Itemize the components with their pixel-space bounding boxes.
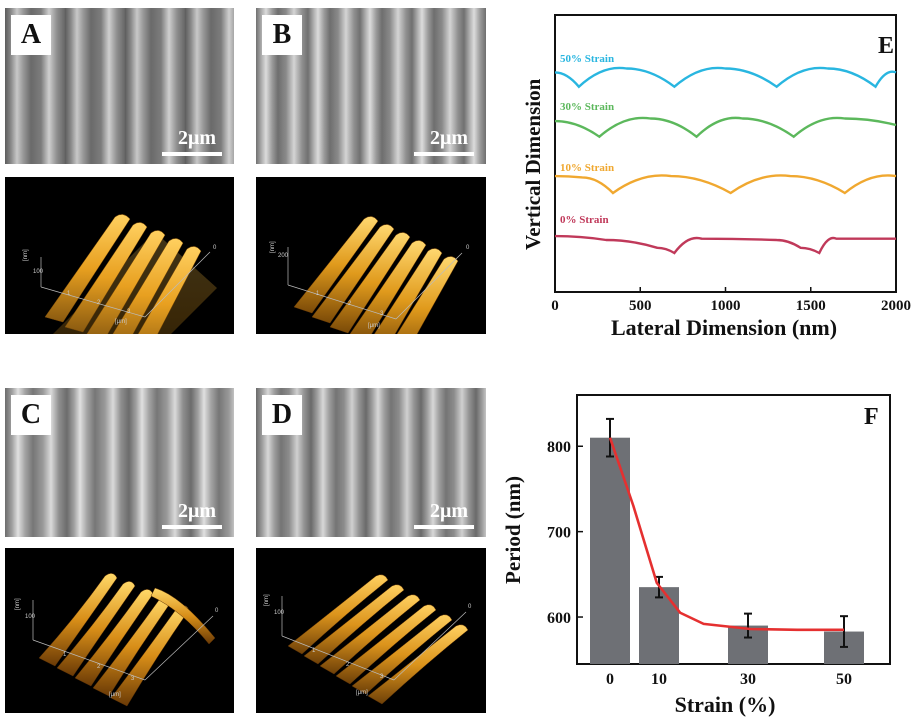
chart-e-series-label: 0% Strain (560, 214, 609, 226)
scale-bar-a (162, 152, 222, 156)
chart-f-xlabel: Strain (%) (675, 692, 776, 717)
scale-label-b: 2μm (430, 127, 468, 149)
afm-tick-b-3: 3 (380, 311, 384, 317)
afm-tick-d-1: 1 (312, 648, 316, 654)
afm-tick-a-2: 2 (97, 300, 101, 306)
chart-f-fit-curve (608, 437, 844, 632)
chart-f-ytick-label: 700 (547, 525, 571, 542)
afm-tick-a-3: 3 (127, 309, 131, 315)
afm-tick-a-1: 1 (67, 291, 71, 297)
chart-e-series-label: 50% Strain (560, 53, 614, 65)
chart-e-series-label: 30% Strain (560, 101, 614, 113)
chart-f-bar (590, 437, 630, 664)
afm-zero-c: 0 (215, 608, 219, 614)
afm-z-tick-b: 200 (278, 253, 289, 259)
afm-z-unit-d: [nm] (264, 594, 270, 606)
scale-label-a: 2μm (178, 127, 216, 149)
sem-image-b: B 2μm (256, 8, 486, 164)
afm-unit-d: [μm] (356, 690, 368, 696)
afm-render-d: 100 [nm] 1 2 3 [μm] 0 (264, 574, 472, 705)
chart-f-ylabel: Period (nm) (501, 476, 525, 584)
chart-e-series-line (554, 66, 897, 89)
afm-unit-c: [μm] (109, 692, 121, 698)
afm-render-c: 100 [nm] 1 2 3 [μm] 0 (15, 573, 219, 707)
afm-tick-c-2: 2 (97, 664, 101, 670)
scale-bar-c (162, 525, 222, 529)
chart-f-ytick-label: 800 (547, 439, 571, 456)
chart-f-xtick-label: 0 (606, 671, 614, 688)
chart-e-xtick-label: 1500 (796, 298, 826, 314)
chart-e-xtick-label: 1000 (711, 298, 741, 314)
chart-e-series-line (554, 174, 897, 195)
chart-e-series-line (554, 116, 897, 139)
chart-f-xtick-label: 10 (651, 671, 667, 688)
panel-label-b: B (262, 15, 302, 55)
sem-image-d: D 2μm (256, 388, 486, 537)
afm-ridges-a (44, 214, 202, 334)
afm-zero-a: 0 (213, 245, 217, 251)
scale-label-c: 2μm (178, 500, 216, 522)
chart-f-bar (639, 587, 679, 664)
chart-f: F Period (nm) Strain (%) 600 700 800 0 10 30 5… (501, 394, 891, 717)
sem-image-c: C 2μm (5, 388, 234, 537)
afm-z-tick-c: 100 (25, 614, 36, 620)
afm-image-a: 100 [nm] 1 2 3 [μm] 0 (5, 177, 234, 334)
scale-label-d: 2μm (430, 500, 468, 522)
afm-render-b: 200 [nm] 1 2 3 [μm] 0 (270, 216, 470, 334)
afm-image-c: 100 [nm] 1 2 3 [μm] 0 (5, 548, 234, 713)
afm-tick-b-2: 2 (348, 301, 352, 307)
chart-e-ylabel: Vertical Dimension (521, 78, 545, 250)
chart-f-panel-letter: F (864, 404, 879, 430)
chart-e-xtick-label: 2000 (881, 298, 911, 314)
afm-z-unit-c: [nm] (15, 598, 21, 610)
afm-z-tick-d: 100 (274, 610, 285, 616)
panel-label-d: D (262, 395, 302, 435)
afm-tick-c-1: 1 (63, 652, 67, 658)
chart-e-xtick-label: 0 (551, 298, 559, 314)
afm-z-unit-a: [nm] (23, 249, 29, 261)
scale-bar-b (414, 152, 474, 156)
afm-ridges-d (287, 574, 469, 705)
afm-unit-a: [μm] (115, 319, 127, 325)
afm-zero-d: 0 (468, 604, 472, 610)
chart-e-series-line (554, 234, 896, 255)
afm-tick-c-3: 3 (131, 676, 135, 682)
afm-unit-b: [μm] (368, 323, 380, 329)
afm-tick-b-1: 1 (316, 291, 320, 297)
panel-label-c: C (11, 395, 51, 435)
chart-f-ytick-label: 600 (547, 610, 571, 627)
chart-e-xtick-label: 500 (629, 298, 652, 314)
afm-image-d: 100 [nm] 1 2 3 [μm] 0 (256, 548, 486, 713)
afm-ridges-b (293, 216, 459, 334)
chart-e: E Vertical Dimension Lateral Dimension (… (521, 14, 911, 340)
afm-tick-d-3: 3 (380, 674, 384, 680)
afm-render-a: 100 [nm] 1 2 3 [μm] 0 (23, 214, 217, 334)
scale-bar-d (414, 525, 474, 529)
chart-f-xtick-label: 30 (740, 671, 756, 688)
sem-image-a: A 2μm (5, 8, 234, 164)
afm-ridges-c (38, 573, 216, 707)
chart-e-xlabel: Lateral Dimension (nm) (611, 315, 837, 340)
afm-z-unit-b: [nm] (270, 241, 276, 253)
chart-e-series-label: 10% Strain (560, 162, 614, 174)
afm-image-b: 200 [nm] 1 2 3 [μm] 0 (256, 177, 486, 334)
chart-e-panel-letter: E (878, 33, 894, 59)
afm-zero-b: 0 (466, 245, 470, 251)
afm-tick-d-2: 2 (346, 662, 350, 668)
panel-label-a: A (11, 15, 51, 55)
afm-z-tick-a: 100 (33, 269, 44, 275)
chart-f-xtick-label: 50 (836, 671, 852, 688)
